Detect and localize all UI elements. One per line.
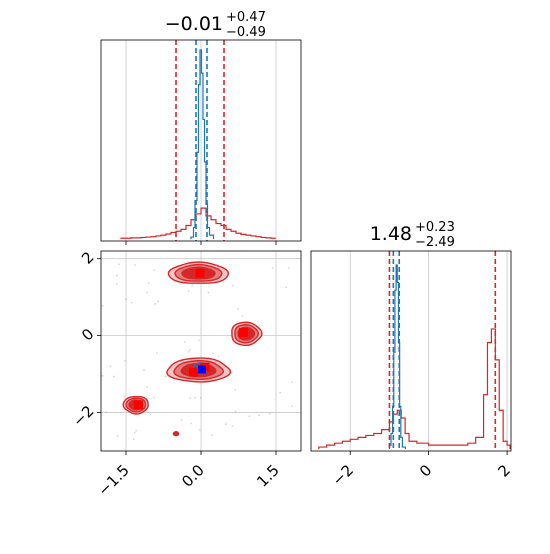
param2-marginal-x-tick-label: 0 xyxy=(416,461,435,480)
contour-sample-point xyxy=(194,396,197,399)
contour-sample-point xyxy=(183,341,186,343)
contour-sample-point xyxy=(224,423,227,426)
contour-x-tick-label: −1.5 xyxy=(94,461,132,499)
param2-marginal-x-tick-label: 2 xyxy=(494,461,513,480)
contour-sample-point xyxy=(234,388,237,391)
contour-marker-red xyxy=(239,328,248,338)
param2-marginal-background xyxy=(311,251,511,451)
contour-marker-red xyxy=(189,367,198,377)
param1-title-sup: +0.47 xyxy=(226,10,266,25)
contour-sample-point xyxy=(190,422,192,425)
contour-sample-point xyxy=(133,438,135,441)
contour-sample-point xyxy=(189,397,192,400)
contour-sample-point xyxy=(287,266,290,269)
contour-y-tick-label: 0 xyxy=(78,325,97,344)
contour-sample-point xyxy=(104,411,107,414)
contour-sample-point xyxy=(285,286,288,289)
contour-sample-point xyxy=(101,304,104,307)
contour-sample-point xyxy=(115,283,118,285)
param1-vs-param2-panel: −1.5 0.0 1.5 −2 0 2 xyxy=(69,248,302,500)
contour-sample-point xyxy=(198,339,200,342)
contour-sample-point xyxy=(153,269,156,272)
contour-y-tick-label: 2 xyxy=(78,248,97,267)
param2-marginal-ticks: −2 0 2 xyxy=(329,451,514,489)
contour-sample-point xyxy=(180,419,183,422)
contour-sample-point xyxy=(271,267,274,270)
param1-marginal-ticks xyxy=(125,241,277,245)
param1-marginal-series-red xyxy=(120,207,276,239)
contour-sample-point xyxy=(146,386,148,388)
contour-sample-point xyxy=(124,359,127,362)
param1-title-main: −0.01 xyxy=(165,13,223,35)
contour-sample-point xyxy=(291,405,294,407)
param2-title-sup: +0.23 xyxy=(415,220,455,235)
param2-title-sub: −2.49 xyxy=(415,235,455,250)
contour-sample-point xyxy=(101,374,104,377)
contour-sample-point xyxy=(258,414,261,417)
contour-sample-point xyxy=(211,434,213,437)
contour-sample-point xyxy=(112,375,115,378)
contour-sample-point xyxy=(232,284,234,287)
contour-sample-point xyxy=(291,381,293,383)
contour-sample-point xyxy=(133,431,136,434)
contour-sample-point xyxy=(199,396,202,399)
contour-sample-point xyxy=(154,302,156,305)
contour-x-tick-label: 1.5 xyxy=(253,461,283,491)
contour-markers xyxy=(134,268,248,410)
param2-marginal-x-tick-label: −2 xyxy=(329,461,357,489)
contour-sample-point xyxy=(147,282,150,284)
param2-marginal-histograms xyxy=(318,264,511,449)
contour-sample-point xyxy=(241,315,244,317)
param2-marginal-series-red xyxy=(318,328,511,449)
contour-sample-point xyxy=(217,355,220,358)
param2-marginal-quantile-lines xyxy=(388,251,497,451)
param1-title-sub: −0.49 xyxy=(226,25,266,40)
contour-sample-point xyxy=(279,391,282,394)
contour-sample-point xyxy=(187,350,190,353)
contour-sample-point xyxy=(152,396,155,399)
param1-marginal-quantile-lines xyxy=(175,40,225,241)
contour-sample-point xyxy=(156,352,158,354)
contour-marker-red xyxy=(134,400,143,410)
param1-marginal-histograms xyxy=(120,49,276,239)
contour-sample-point xyxy=(116,274,118,277)
contour-sample-point xyxy=(146,291,148,294)
contour-sample-point xyxy=(231,425,234,427)
contour-sample-point xyxy=(191,284,194,287)
param1-marginal-panel: −0.01 +0.47 −0.49 xyxy=(100,10,302,245)
contour-sample-point xyxy=(198,429,201,432)
contour-sample-point xyxy=(234,410,237,413)
param2-marginal-panel: −2 0 2 1.48 +0.23 −2.49 xyxy=(310,220,514,489)
param2-marginal-series-blue xyxy=(388,264,406,449)
contour-sample-point xyxy=(268,412,271,415)
contour-sample-point xyxy=(156,300,159,303)
contour-level-inner xyxy=(173,431,179,436)
contour-sample-point xyxy=(123,395,125,398)
contour-sample-point xyxy=(143,368,145,371)
contour-y-tick-label: −2 xyxy=(69,402,97,430)
contour-marker-red xyxy=(195,268,205,278)
param1-marginal-series-blue xyxy=(190,49,215,239)
contour-sample-point xyxy=(188,348,191,351)
contour-sample-point xyxy=(164,375,167,378)
contour-sample-point xyxy=(134,264,136,266)
contour-sample-point xyxy=(248,415,251,418)
contour-x-tick-label: 0.0 xyxy=(178,461,208,491)
contour-sample-point xyxy=(109,365,112,368)
contour-sample-point xyxy=(207,291,210,294)
param2-marginal-frame xyxy=(310,250,512,452)
contour-sample-point xyxy=(135,429,138,432)
contour-sample-point xyxy=(237,308,240,310)
contour-sample-point xyxy=(212,352,214,355)
contour-sample-point xyxy=(125,298,127,301)
contour-sample-point xyxy=(116,434,119,437)
param2-title-main: 1.48 xyxy=(370,223,412,245)
contour-sample-point xyxy=(130,301,133,304)
contour-sample-point xyxy=(117,263,120,266)
contour-sample-point xyxy=(187,290,190,293)
contour-marker-blue xyxy=(198,365,206,374)
param2-marginal-grid xyxy=(349,251,508,451)
